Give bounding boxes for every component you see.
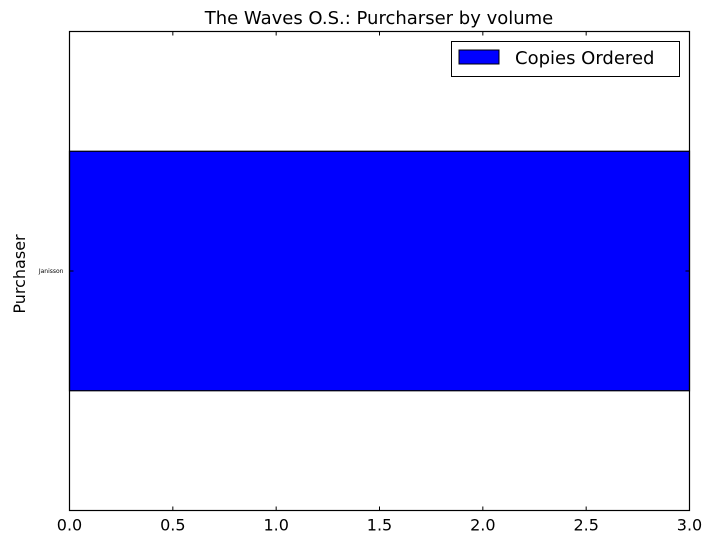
x-tick-label: 1.0 <box>263 516 288 535</box>
bars-group <box>68 150 691 392</box>
x-tick-label: 0.5 <box>160 516 185 535</box>
x-tick-label: 0.0 <box>57 516 82 535</box>
y-axis-ticks: Janisson <box>38 268 690 275</box>
bar-janisson <box>68 150 691 392</box>
y-axis-label: Purchaser <box>10 234 29 314</box>
x-tick-label: 3.0 <box>677 516 702 535</box>
legend: Copies Ordered <box>451 41 680 77</box>
legend-swatch <box>458 49 500 65</box>
x-axis-ticks: 0.0 0.5 1.0 1.5 2.0 2.5 3.0 <box>57 31 702 535</box>
x-tick-label: 1.5 <box>367 516 392 535</box>
x-tick-label: 2.5 <box>573 516 598 535</box>
x-tick-label: 2.0 <box>470 516 495 535</box>
y-tick-label: Janisson <box>38 268 64 275</box>
legend-label: Copies Ordered <box>515 48 654 69</box>
chart-title: The Waves O.S.: Purcharser by volume <box>204 8 554 29</box>
